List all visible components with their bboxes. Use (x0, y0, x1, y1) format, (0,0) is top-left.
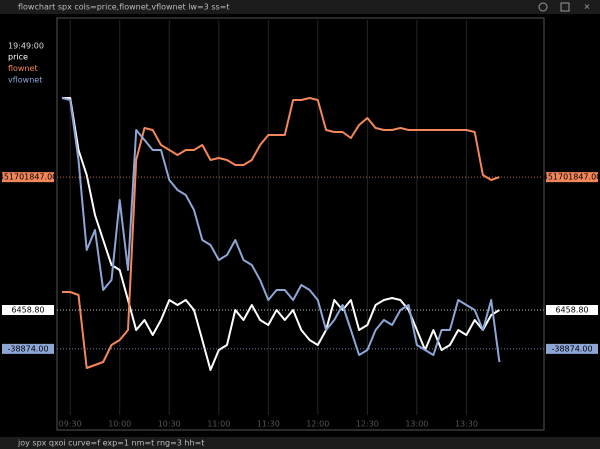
x-tick-label: 09:30 (59, 420, 82, 429)
series-line (62, 97, 500, 371)
window-title: flowchart spx cols=price,flownet,vflowne… (18, 3, 230, 12)
legend-entry: vflownet (8, 76, 42, 85)
value-badge-left (2, 172, 54, 183)
close-button[interactable]: ✕ (584, 3, 591, 12)
x-tick-label: 11:00 (207, 420, 230, 429)
next-window-title: joy spx qxoi curve=f exp=1 nm=t rng=3 hh… (17, 439, 204, 448)
settings-icon[interactable] (538, 2, 548, 12)
value-badge-left (2, 305, 54, 315)
legend-entry: flownet (8, 64, 38, 73)
value-badge-label: -38874.00 (7, 344, 48, 353)
series-line (61, 97, 501, 363)
value-badge-label: 6458.80 (11, 306, 44, 315)
value-badge-left (2, 343, 54, 354)
value-badge-right (546, 172, 598, 183)
maximize-button[interactable] (560, 2, 570, 12)
x-tick-label: 12:00 (306, 420, 329, 429)
plot-frame (56, 17, 545, 431)
x-tick-label: 10:30 (158, 420, 181, 429)
value-badge-right (546, 343, 598, 354)
value-badge-label: 6458.80 (555, 306, 588, 315)
value-badge-label: -38874.00 (551, 344, 592, 353)
x-tick-label: 13:30 (455, 420, 478, 429)
title-bar (0, 0, 600, 14)
next-title-bar (0, 437, 600, 449)
series-line (62, 97, 500, 369)
x-tick-label: 10:00 (108, 420, 131, 429)
value-badge-right (546, 305, 598, 315)
timestamp: 19:49:00 (8, 42, 44, 51)
x-tick-label: 13:00 (405, 420, 428, 429)
value-badge-label: 451701847.00 (0, 173, 57, 182)
x-tick-label: 12:30 (356, 420, 379, 429)
x-tick-label: 11:30 (257, 420, 280, 429)
value-badge-label: 451701847.00 (543, 173, 600, 182)
legend-entry: price (8, 53, 28, 62)
